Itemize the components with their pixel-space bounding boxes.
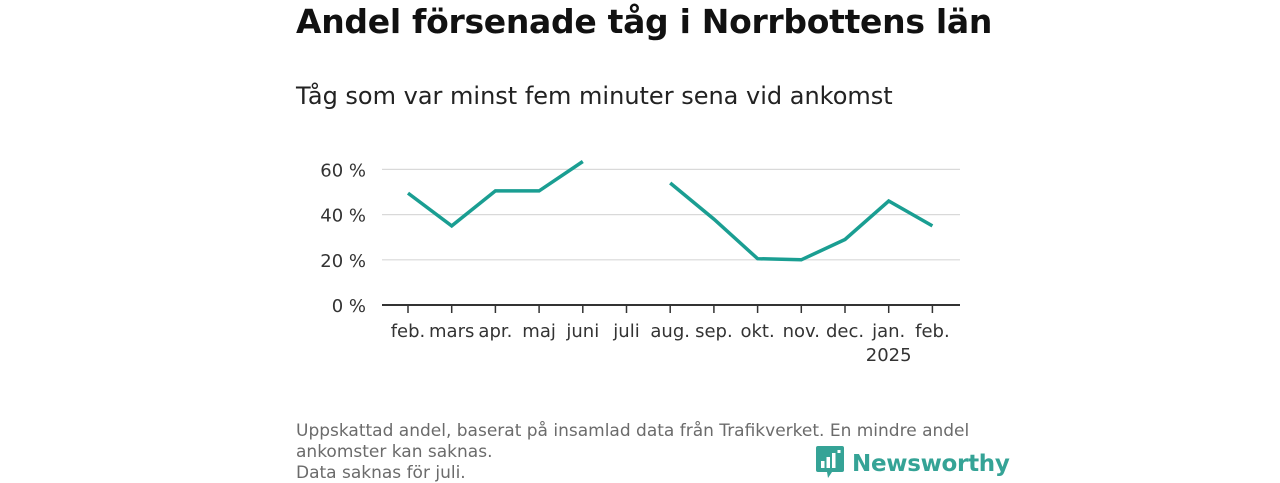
x-tick-sublabel: 2025 <box>866 345 912 366</box>
y-tick-label: 60 % <box>320 160 366 181</box>
x-tick-label: juni <box>565 321 599 342</box>
footnote-line-3: Data saknas för juli. <box>296 463 466 483</box>
x-tick-label: mars <box>429 321 474 342</box>
y-axis-tick-labels: 0 % 20 % 40 % 60 % <box>320 160 366 317</box>
x-tick-label: aug. <box>650 321 690 342</box>
x-tick-label: maj <box>522 321 556 342</box>
chart-title: Andel försenade tåg i Norrbottens län <box>296 2 993 41</box>
series-lines <box>406 160 934 262</box>
x-tick-label: feb. <box>391 321 426 342</box>
x-tick-label: nov. <box>783 321 820 342</box>
x-tick-label: apr. <box>478 321 512 342</box>
brand-name: Newsworthy <box>852 451 1010 477</box>
newsworthy-logo: Newsworthy <box>816 446 1010 482</box>
x-tick-label: juli <box>612 321 639 342</box>
footnote-line-1: Uppskattad andel, baserat på insamlad da… <box>296 421 970 441</box>
series-line-segment <box>406 160 584 229</box>
chart-subtitle: Tåg som var minst fem minuter sena vid a… <box>296 82 893 110</box>
x-tick-label: sep. <box>695 321 733 342</box>
bar-chart-speech-bubble-icon <box>816 446 844 482</box>
series-line-segment <box>669 181 934 262</box>
gridlines <box>382 168 960 261</box>
x-tick-label: jan. <box>871 321 905 342</box>
y-tick-label: 40 % <box>320 206 366 227</box>
y-tick-label: 20 % <box>320 251 366 272</box>
x-axis <box>382 304 960 313</box>
line-chart: 0 %20 %40 %60 % feb. mars apr. maj juni juli a… <box>320 160 960 366</box>
y-tick-label: 0 % <box>332 296 366 317</box>
x-tick-label: okt. <box>740 321 774 342</box>
x-tick-label: feb. <box>915 321 950 342</box>
x-axis-tick-labels: feb. mars apr. maj juni juli aug. sep. okt. nov. d… <box>391 321 950 366</box>
x-tick-label: dec. <box>826 321 864 342</box>
footnote-line-2: ankomster kan saknas. <box>296 442 493 462</box>
